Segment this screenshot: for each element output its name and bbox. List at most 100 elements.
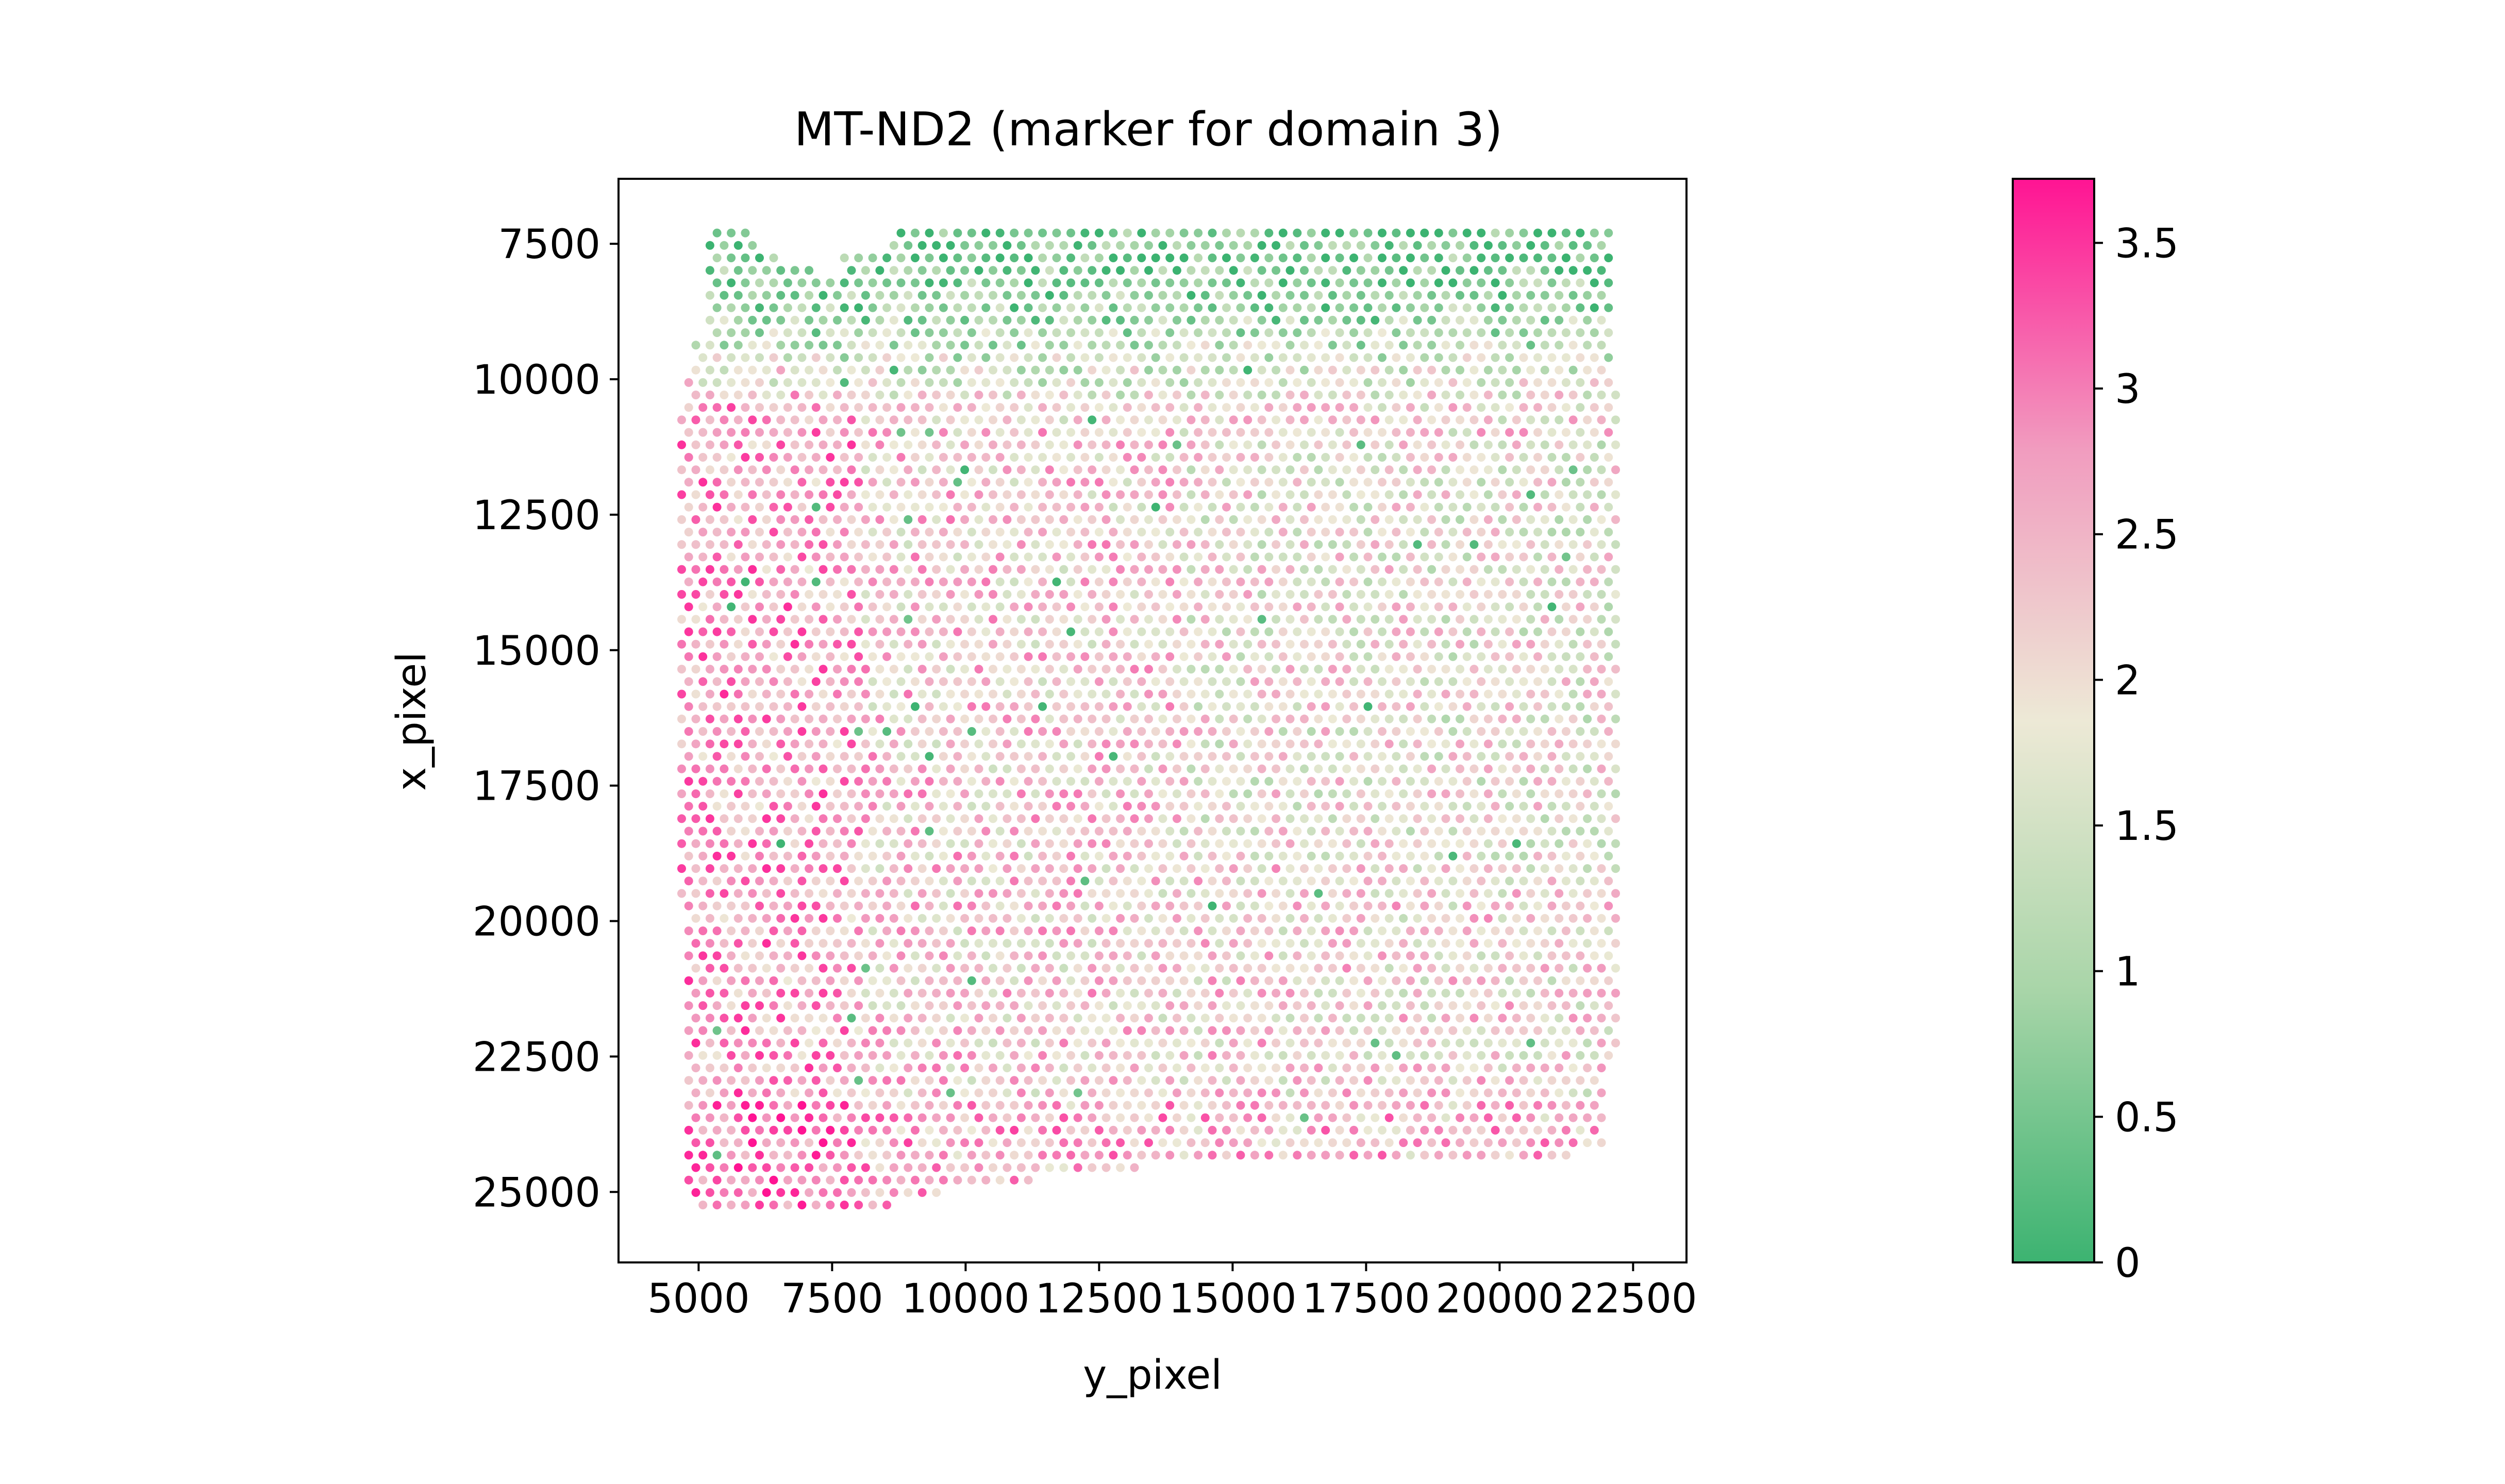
spot-point <box>833 515 842 524</box>
spot-point <box>797 1101 807 1110</box>
spot-point <box>1285 1064 1295 1072</box>
spot-point <box>1561 677 1571 686</box>
spot-point <box>1272 964 1281 973</box>
spot-point <box>1399 1138 1408 1148</box>
spot-point <box>861 764 870 773</box>
spot-point <box>995 1151 1005 1160</box>
spot-point <box>932 291 941 300</box>
spot-point <box>705 914 714 923</box>
spot-point <box>904 889 913 898</box>
spot-point <box>1285 814 1295 823</box>
spot-point <box>1300 365 1309 375</box>
spot-point <box>925 1076 934 1085</box>
spot-point <box>981 328 991 338</box>
spot-point <box>1561 702 1571 711</box>
spot-point <box>1073 739 1082 749</box>
spot-point <box>1505 478 1514 487</box>
spot-point <box>1448 926 1458 935</box>
spot-point <box>776 689 786 699</box>
spot-point <box>946 440 955 449</box>
spot-point <box>811 627 821 636</box>
spot-point <box>1555 241 1564 250</box>
spot-point <box>833 315 842 325</box>
spot-point <box>1066 428 1075 437</box>
spot-point <box>1187 864 1196 873</box>
spot-point <box>1469 515 1479 524</box>
spot-point <box>1236 652 1245 661</box>
spot-point <box>1491 1151 1500 1160</box>
spot-point <box>847 864 856 873</box>
spot-point <box>1094 827 1104 836</box>
spot-point <box>677 565 686 574</box>
spot-point <box>840 403 849 412</box>
spot-point <box>1293 1001 1302 1010</box>
spot-point <box>811 528 821 537</box>
spot-point <box>1094 602 1104 612</box>
spot-point <box>790 465 799 475</box>
spot-point <box>1293 428 1302 437</box>
spot-point <box>762 1188 771 1197</box>
spot-point <box>790 964 799 973</box>
spot-point <box>967 926 976 935</box>
spot-point <box>1555 440 1564 449</box>
spot-point <box>989 964 997 973</box>
spot-point <box>1505 378 1514 387</box>
spot-point <box>1066 1101 1075 1110</box>
spot-point <box>1024 1175 1033 1185</box>
spot-point <box>1038 752 1047 761</box>
spot-point <box>1215 540 1224 549</box>
spot-point <box>1392 951 1401 960</box>
spot-point <box>1462 278 1472 288</box>
spot-point <box>1278 1001 1288 1010</box>
spot-point <box>1116 665 1125 674</box>
spot-point <box>1045 864 1054 873</box>
spot-point <box>762 465 771 475</box>
spot-point <box>1491 702 1500 711</box>
spot-point <box>1278 901 1288 910</box>
spot-point <box>1314 764 1323 773</box>
spot-point <box>854 552 863 562</box>
spot-point <box>833 1113 842 1122</box>
spot-point <box>1250 752 1259 761</box>
spot-point <box>1243 315 1252 325</box>
spot-point <box>1561 1001 1571 1010</box>
spot-point <box>981 926 991 935</box>
spot-point <box>762 615 771 624</box>
spot-point <box>1285 590 1295 599</box>
spot-point <box>932 1138 941 1148</box>
spot-point <box>1200 714 1210 723</box>
spot-point <box>1052 228 1061 238</box>
spot-point <box>1406 1001 1415 1010</box>
spot-point <box>889 1113 898 1122</box>
spot-point <box>1568 440 1578 449</box>
spot-point <box>1208 602 1217 612</box>
spot-point <box>1456 889 1464 898</box>
spot-point <box>1597 964 1606 973</box>
spot-point <box>1392 851 1401 861</box>
spot-point <box>1116 565 1125 574</box>
spot-point <box>1462 453 1472 462</box>
spot-point <box>932 739 941 749</box>
spot-point <box>1384 291 1394 300</box>
spot-point <box>1611 988 1620 998</box>
spot-point <box>1406 901 1415 910</box>
spot-point <box>868 1076 877 1085</box>
spot-point <box>1073 714 1082 723</box>
spot-point <box>1590 254 1599 262</box>
spot-point <box>1137 802 1146 811</box>
spot-point <box>720 241 729 250</box>
spot-point <box>748 639 757 649</box>
spot-point <box>1328 341 1337 350</box>
spot-point <box>1328 1014 1337 1023</box>
spot-point <box>790 988 799 998</box>
spot-point <box>1597 440 1606 449</box>
spot-point <box>1264 702 1274 711</box>
spot-point <box>1123 951 1132 960</box>
spot-point <box>1547 228 1557 238</box>
spot-point <box>1222 1026 1231 1035</box>
spot-point <box>1130 291 1139 300</box>
spot-point <box>1420 951 1429 960</box>
spot-point <box>1052 353 1061 362</box>
spot-point <box>705 1064 714 1072</box>
spot-point <box>1257 889 1266 898</box>
